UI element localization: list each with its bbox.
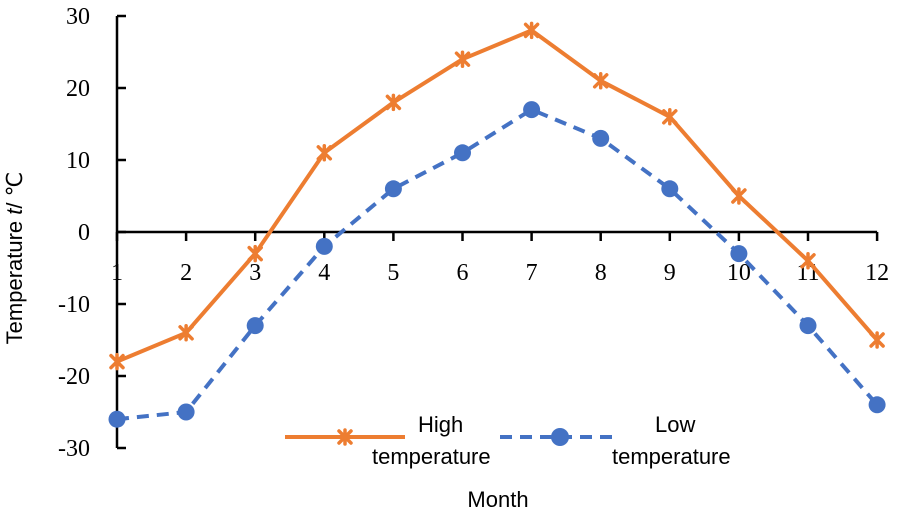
- y-tick-label: -10: [58, 292, 90, 318]
- low-temp-point: [730, 245, 748, 263]
- x-tick-label: 2: [180, 260, 192, 286]
- y-tick-label: 10: [66, 148, 90, 174]
- y-tick-labels: 30 20 10 0 -10 -20 -30: [58, 4, 90, 462]
- low-temp-point: [246, 317, 264, 335]
- low-temp-point: [523, 101, 541, 119]
- y-tick-label: -30: [58, 436, 90, 462]
- legend-high-label-line1: High: [418, 412, 463, 437]
- legend-star: [337, 428, 353, 446]
- high-temp-point: [731, 187, 747, 205]
- y-tick-label: 0: [78, 220, 90, 246]
- y-tick-label: -20: [58, 364, 90, 390]
- low-temp-point: [108, 410, 126, 428]
- x-tick-label: 1: [111, 260, 123, 286]
- legend-high-label-line2: temperature: [372, 444, 491, 469]
- high-temp-point: [662, 108, 678, 126]
- high-temp-point: [454, 50, 471, 68]
- series-line-high: [116, 28, 879, 364]
- x-tick-label: 8: [595, 260, 607, 286]
- low-temp-point: [454, 144, 471, 162]
- high-temp-point: [385, 93, 402, 112]
- x-tick-label: 7: [526, 260, 538, 286]
- x-axis-title: Month: [467, 487, 528, 512]
- high-temp-point: [109, 352, 125, 371]
- high-temp-point: [592, 72, 609, 90]
- high-temp-point: [523, 21, 540, 40]
- y-tick-label: 30: [66, 4, 90, 30]
- high-temp-point: [316, 144, 333, 162]
- legend-low-label-line2: temperature: [612, 444, 731, 469]
- low-temp-point: [799, 317, 817, 335]
- legend: High temperature Low temperature: [285, 412, 731, 469]
- low-temp-point: [592, 129, 610, 147]
- high-temp-point: [247, 244, 263, 263]
- low-temp-point: [868, 396, 886, 414]
- low-temp-point: [661, 180, 679, 198]
- series-layer: [108, 21, 886, 428]
- x-tick-label: 9: [664, 260, 676, 286]
- high-temp-point: [869, 331, 885, 349]
- x-tick-label: 6: [457, 260, 469, 286]
- y-axis-title: Temperature t/ ℃: [2, 172, 27, 345]
- low-temp-point: [315, 237, 333, 255]
- x-tick-label: 5: [387, 260, 399, 286]
- x-tick-label: 3: [249, 260, 261, 286]
- series-line-low: [116, 107, 879, 422]
- y-tick-label: 20: [66, 76, 90, 102]
- high-temp-point: [178, 324, 194, 342]
- legend-low-circle-marker: [551, 428, 569, 446]
- x-tick-label: 4: [318, 260, 330, 286]
- low-temp-point: [177, 403, 195, 421]
- legend-high-star-marker: [337, 428, 353, 446]
- x-tick-label: 12: [865, 260, 889, 286]
- axes: [115, 14, 879, 450]
- low-temp-point: [384, 180, 402, 198]
- high-temp-point: [800, 252, 816, 270]
- legend-low-label-line1: Low: [655, 412, 695, 437]
- x-tick-labels: 1 2 3 4 5 6 7 8 9 10 11 12: [111, 260, 889, 286]
